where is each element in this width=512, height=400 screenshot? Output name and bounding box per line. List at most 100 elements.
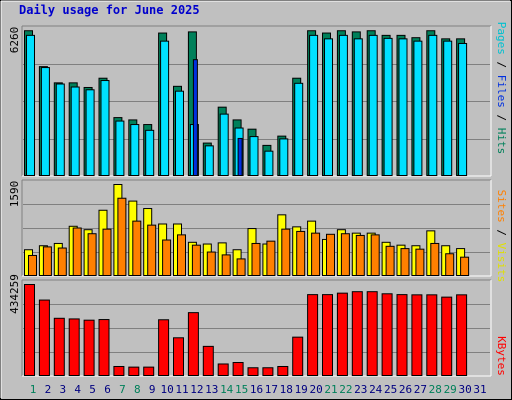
bar-kbytes-day-30 — [456, 294, 468, 376]
day-label-5: 5 — [89, 383, 96, 396]
bar-sites-day-8 — [132, 220, 142, 277]
day-label-4: 4 — [74, 383, 81, 396]
legend-files: Files — [495, 75, 508, 108]
bar-hits-day-21 — [324, 38, 333, 177]
day-label-6: 6 — [104, 383, 111, 396]
day-label-23: 23 — [354, 383, 367, 396]
day-label-12: 12 — [190, 383, 203, 396]
bar-hits-day-6 — [100, 80, 110, 176]
day-label-7: 7 — [119, 383, 126, 396]
day-label-16: 16 — [250, 383, 263, 396]
bar-sites-day-21 — [326, 233, 335, 276]
legend-hits: Hits — [495, 128, 508, 155]
bar-kbytes-day-14 — [217, 363, 229, 376]
day-label-11: 11 — [175, 383, 188, 396]
bar-kbytes-day-3 — [53, 317, 65, 376]
day-label-29: 29 — [444, 383, 457, 396]
day-label-8: 8 — [134, 383, 141, 396]
bar-hits-day-14 — [219, 113, 229, 176]
bar-hits-day-4 — [70, 86, 80, 176]
day-label-1: 1 — [30, 383, 37, 396]
bar-hits-day-27 — [413, 40, 423, 176]
day-label-15: 15 — [235, 383, 248, 396]
bar-kbytes-day-7 — [113, 365, 125, 377]
bar-sites-day-25 — [385, 245, 395, 277]
bar-hits-day-26 — [398, 38, 408, 177]
bar-kbytes-day-5 — [83, 319, 95, 376]
legend-sep: / — [495, 108, 508, 128]
bar-kbytes-day-23 — [351, 291, 363, 376]
day-label-13: 13 — [205, 383, 218, 396]
day-label-31: 31 — [473, 383, 486, 396]
bar-kbytes-day-9 — [143, 366, 155, 377]
bar-hits-day-9 — [145, 129, 155, 177]
bar-sites-day-23 — [355, 234, 365, 276]
bar-sites-day-7 — [117, 197, 127, 277]
bar-hits-day-1 — [26, 34, 35, 177]
bar-files-day-12 — [192, 59, 198, 176]
bar-hits-day-8 — [130, 124, 140, 176]
bar-sites-day-10 — [162, 239, 172, 276]
bar-kbytes-day-22 — [336, 292, 348, 377]
legend-visits: Visits — [495, 243, 508, 283]
bar-sites-day-18 — [281, 228, 291, 276]
bar-sites-day-22 — [340, 233, 350, 276]
day-label-10: 10 — [160, 383, 173, 396]
bar-sites-day-30 — [460, 256, 470, 277]
bar-hits-day-25 — [383, 37, 393, 177]
bar-sites-day-5 — [87, 233, 97, 276]
bar-kbytes-day-15 — [232, 362, 244, 376]
day-label-18: 18 — [280, 383, 293, 396]
bar-sites-day-13 — [206, 251, 216, 276]
max-label-visits-sites: 1590 — [8, 181, 21, 208]
bar-sites-day-11 — [177, 234, 186, 276]
bar-hits-day-13 — [204, 145, 214, 177]
legend-top: Pages / Files / Hits — [495, 22, 508, 155]
bar-kbytes-day-19 — [292, 336, 304, 376]
legend-bottom: KBytes — [495, 336, 508, 376]
bar-hits-day-5 — [85, 89, 95, 176]
bar-sites-day-14 — [221, 254, 231, 276]
day-label-14: 14 — [220, 383, 234, 396]
day-label-27: 27 — [414, 383, 427, 396]
max-label-kbytes: 434259 — [8, 274, 21, 314]
legend-middle: Sites / Visits — [495, 190, 508, 283]
bar-hits-day-10 — [160, 40, 170, 176]
bar-sites-day-29 — [445, 253, 455, 276]
legend-pages: Pages — [495, 22, 508, 55]
bar-kbytes-day-29 — [441, 296, 453, 376]
bar-kbytes-day-17 — [262, 367, 274, 376]
legend-sep: / — [495, 55, 508, 75]
bar-kbytes-day-8 — [128, 366, 140, 377]
day-label-26: 26 — [399, 383, 412, 396]
bar-kbytes-day-25 — [381, 293, 393, 376]
bar-hits-day-23 — [353, 38, 363, 177]
bar-kbytes-day-27 — [411, 294, 423, 376]
bar-kbytes-day-26 — [396, 294, 408, 377]
day-label-19: 19 — [295, 383, 308, 396]
bar-kbytes-day-13 — [202, 345, 214, 377]
bar-kbytes-day-1 — [24, 284, 35, 376]
bar-hits-day-20 — [309, 34, 319, 177]
bar-hits-day-7 — [115, 120, 125, 176]
bar-hits-day-19 — [294, 82, 304, 176]
legend-sep: / — [495, 223, 508, 243]
bar-sites-day-15 — [236, 258, 246, 277]
day-label-2: 2 — [45, 383, 52, 396]
bar-sites-day-3 — [57, 247, 67, 277]
bar-sites-day-28 — [430, 242, 440, 277]
day-label-30: 30 — [458, 383, 471, 396]
max-label-hits-files-pages: 6260 — [8, 27, 21, 54]
bar-hits-day-11 — [175, 90, 184, 176]
chart-title: Daily usage for June 2025 — [19, 3, 200, 17]
day-label-22: 22 — [339, 383, 352, 396]
bar-sites-day-27 — [415, 248, 425, 277]
day-label-25: 25 — [384, 383, 397, 396]
bar-sites-day-6 — [102, 228, 112, 276]
bar-kbytes-day-16 — [247, 367, 259, 376]
legend-sites: Sites — [495, 190, 508, 223]
bar-kbytes-day-10 — [158, 319, 170, 376]
bar-kbytes-day-24 — [366, 291, 378, 376]
day-label-17: 17 — [265, 383, 278, 396]
